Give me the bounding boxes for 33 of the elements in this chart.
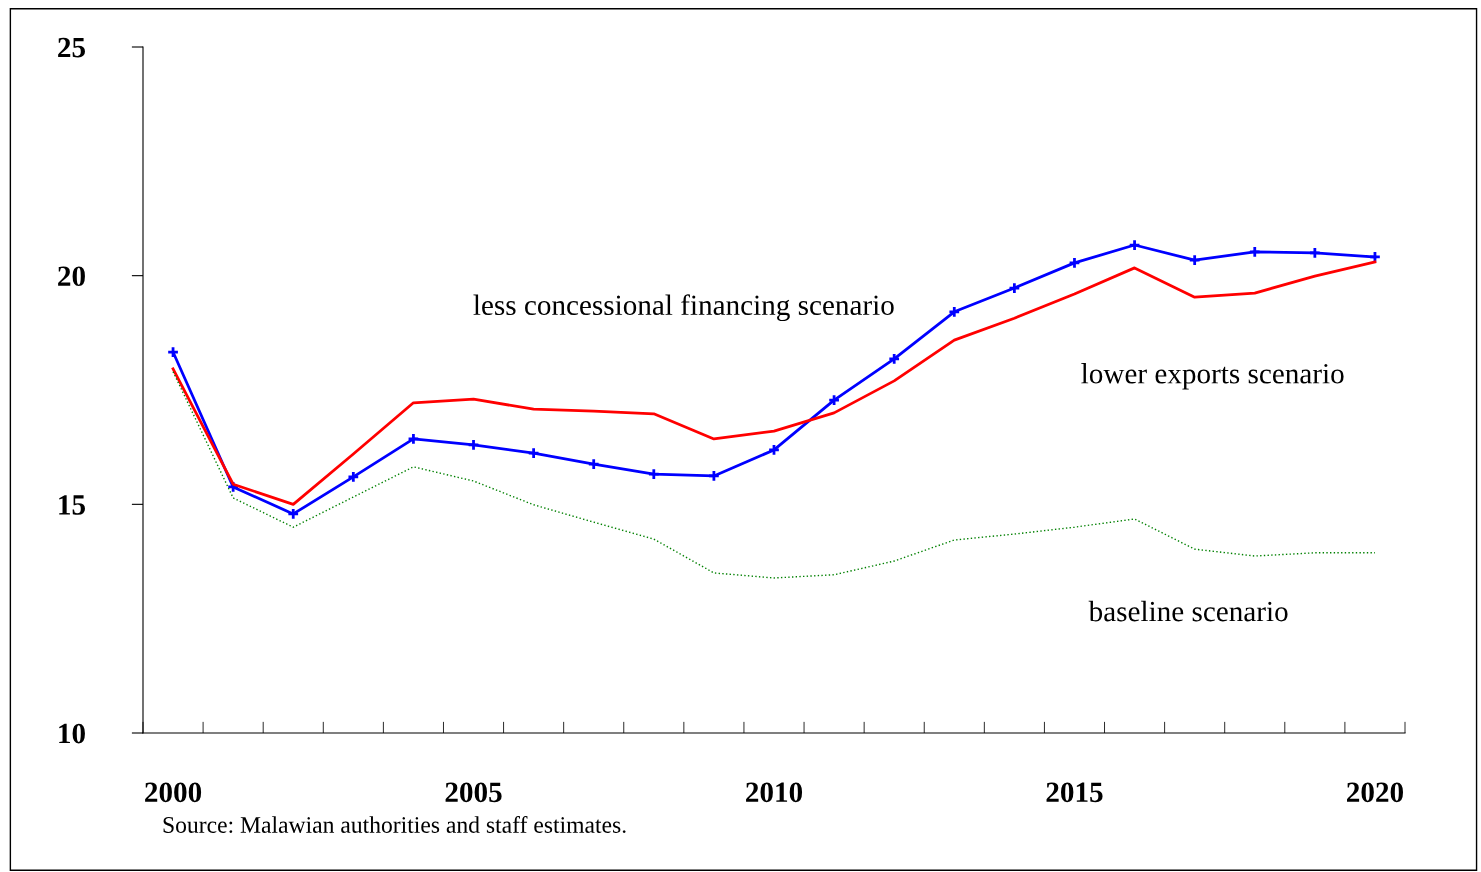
point <box>407 432 420 446</box>
point <box>1188 253 1201 267</box>
point <box>527 446 540 460</box>
point <box>767 443 781 457</box>
x-tick-label: 2015 <box>1046 782 1103 803</box>
point <box>587 457 600 471</box>
x-tick-label: 2005 <box>445 782 502 803</box>
point <box>166 345 180 359</box>
point <box>647 467 661 481</box>
y-tick-label: 20 <box>58 266 85 287</box>
point <box>1248 245 1262 259</box>
point <box>887 352 901 366</box>
x-tick-label: 2020 <box>1347 782 1404 803</box>
y-tick-label: 25 <box>58 37 85 58</box>
text: lower exports scenario <box>1081 363 1344 390</box>
point <box>347 470 360 484</box>
source-note: Source: Malawian authorities and staff estimates. <box>163 816 626 834</box>
point <box>286 507 300 521</box>
point <box>1308 246 1322 260</box>
point <box>467 438 480 452</box>
y-tick-label: 15 <box>59 495 85 515</box>
x-tick-label: 2010 <box>746 782 803 803</box>
series-label: less concessional financing scenario <box>473 294 894 322</box>
point <box>1128 238 1141 252</box>
point <box>827 393 841 407</box>
point <box>948 305 961 319</box>
series-label: baseline scenario <box>1088 600 1288 622</box>
point <box>1068 256 1081 270</box>
point <box>1008 281 1021 295</box>
x-tick-label: 2000 <box>145 782 202 803</box>
point <box>1368 250 1382 264</box>
y-tick-label: 10 <box>59 723 85 744</box>
point <box>707 469 721 483</box>
